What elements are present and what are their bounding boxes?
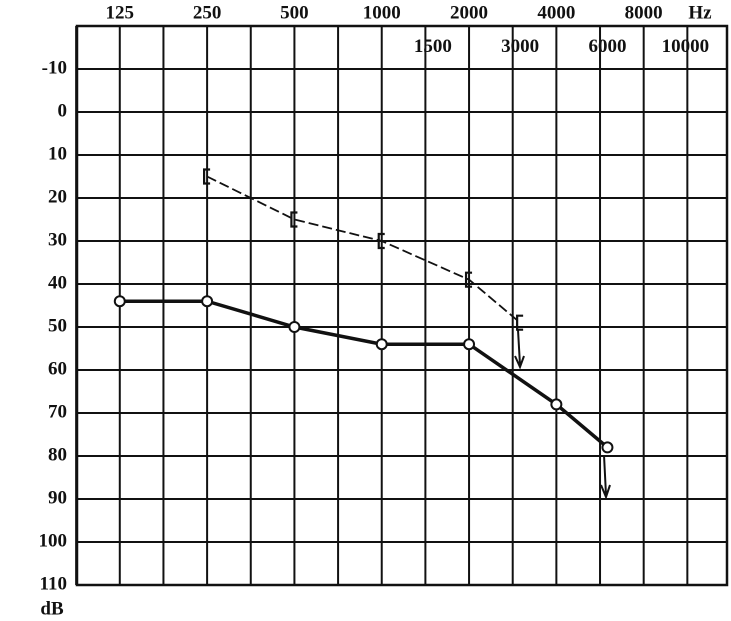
threshold-line <box>119 299 609 449</box>
y-tick-label: 0 <box>58 100 68 121</box>
y-tick-label: -10 <box>42 57 67 78</box>
y-tick-label: 10 <box>48 143 67 164</box>
marker-bracket <box>203 168 211 185</box>
y-tick-label: 50 <box>48 315 67 336</box>
x-unit: Hz <box>688 2 712 23</box>
plot-frame <box>75 24 729 587</box>
y-unit: dB <box>40 598 64 619</box>
marker-bracket <box>290 211 298 228</box>
y-tick-label: 80 <box>48 444 67 465</box>
x-tick-label: 125 <box>106 2 135 23</box>
marker-circle <box>201 295 214 308</box>
marker-circle <box>288 321 301 333</box>
marker-bracket <box>464 271 473 288</box>
marker-bracket <box>516 314 524 331</box>
x-tick-label: 500 <box>280 2 309 23</box>
x-tick-label: 4000 <box>537 2 575 23</box>
x-tick-label: 8000 <box>625 2 663 23</box>
marker-circle <box>601 441 614 454</box>
y-tick-label: 20 <box>48 186 67 207</box>
marker-circle <box>463 338 476 351</box>
marker-circle <box>550 398 563 411</box>
x-tick-label: 250 <box>193 2 222 23</box>
y-tick-label: 40 <box>48 272 67 293</box>
x-tick-label-secondary: 3000 <box>501 36 539 57</box>
x-tick-label-secondary: 10000 <box>662 36 710 57</box>
y-tick-label: 30 <box>48 229 67 250</box>
marker-circle <box>375 338 388 351</box>
y-tick-label: 90 <box>48 487 67 508</box>
y-tick-label: 100 <box>39 530 68 551</box>
threshold-line <box>206 175 521 324</box>
x-tick-label: 2000 <box>450 2 488 23</box>
y-tick-label: 110 <box>40 573 67 594</box>
y-tick-label: 60 <box>48 358 67 379</box>
y-tick-label: 70 <box>48 401 67 422</box>
marker-circle <box>113 295 126 308</box>
marker-bracket <box>377 232 385 250</box>
x-tick-label: 1000 <box>363 2 401 23</box>
x-tick-label-secondary: 1500 <box>414 36 452 57</box>
x-tick-label-secondary: 6000 <box>588 36 626 57</box>
